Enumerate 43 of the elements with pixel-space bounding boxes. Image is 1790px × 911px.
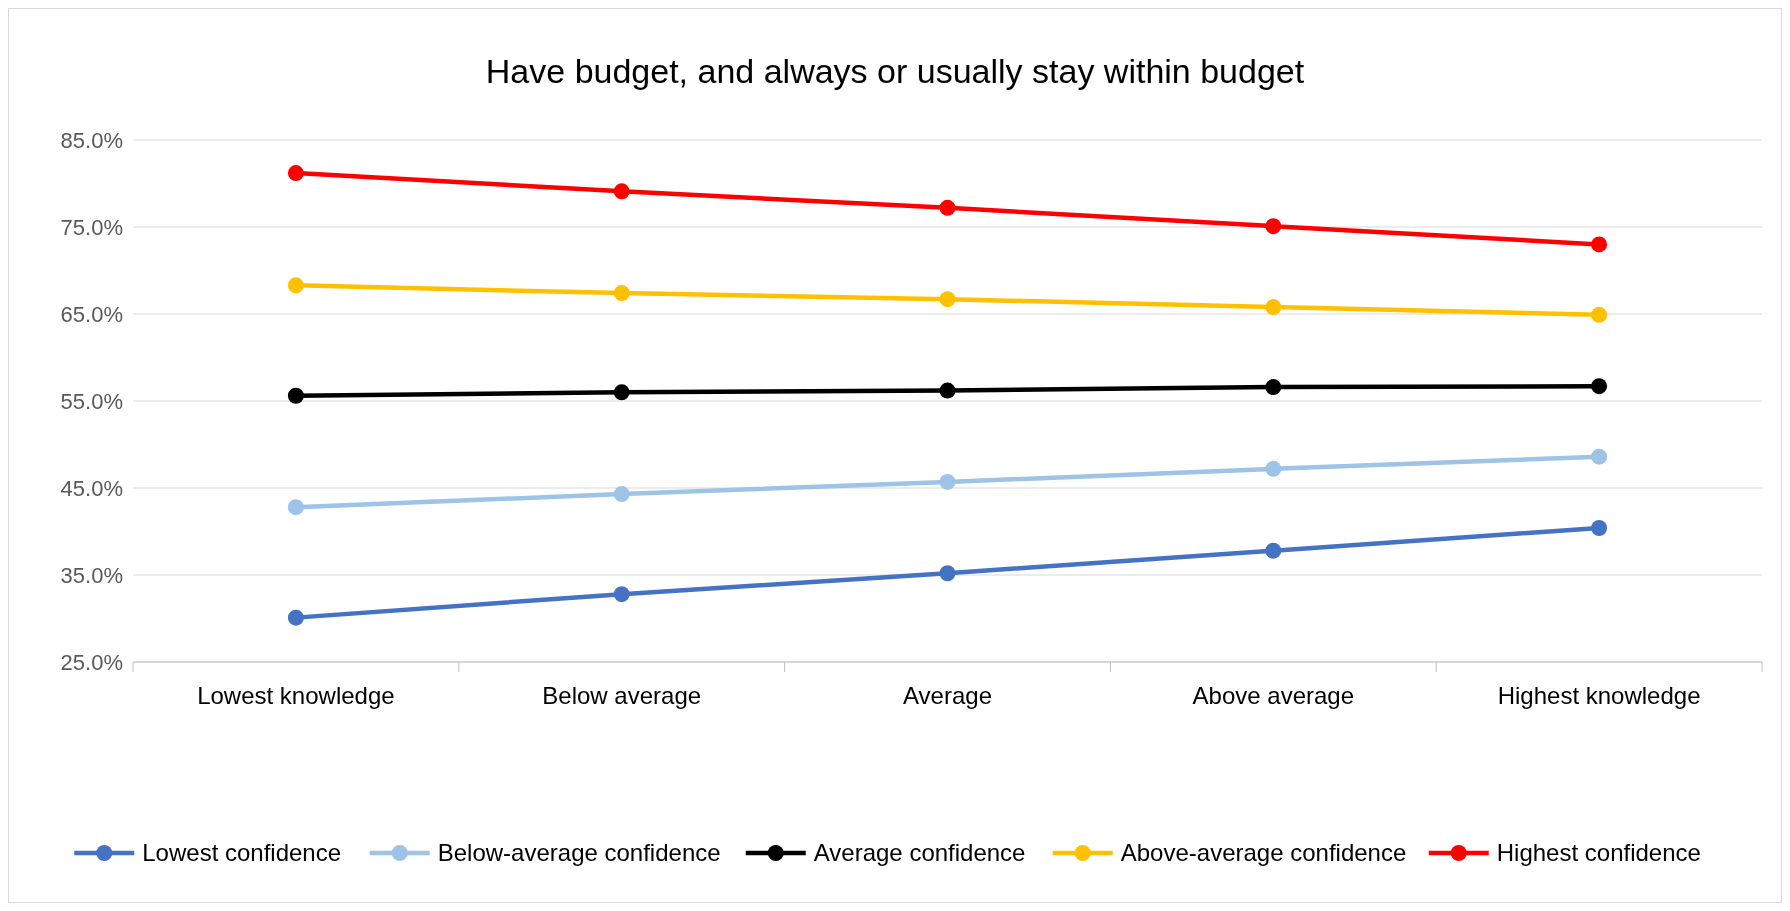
point (613, 486, 630, 503)
legend-label: Average confidence (813, 839, 1026, 867)
y-tick-label: 75.0% (60, 214, 123, 240)
point (939, 565, 956, 582)
y-tick-label: 55.0% (60, 388, 123, 414)
point (1591, 520, 1608, 537)
y-tick-label: 45.0% (60, 475, 123, 501)
legend-label: Lowest confidence (142, 839, 342, 867)
x-tick-label: Highest knowledge (1497, 682, 1701, 709)
x-tick-label: Lowest knowledge (197, 682, 395, 709)
x-tick-label: Above average (1192, 682, 1355, 709)
chart-title: Have budget, and always or usually stay within budget (485, 52, 1305, 90)
y-tick-label: 65.0% (60, 301, 123, 327)
point (1591, 236, 1608, 253)
point (1591, 306, 1608, 323)
x-tick-label: Below average (542, 682, 702, 709)
point (1591, 378, 1608, 395)
point (1265, 299, 1282, 316)
point (613, 384, 630, 401)
legend-label: Highest confidence (1496, 839, 1701, 867)
point (939, 473, 956, 490)
point (939, 382, 956, 399)
point (287, 277, 304, 294)
y-tick-label: 35.0% (60, 562, 123, 588)
x-tick-label: Average (903, 682, 992, 709)
point (613, 285, 630, 302)
point (287, 499, 304, 516)
y-tick-label: 25.0% (60, 649, 123, 675)
y-tick-label: 85.0% (60, 127, 123, 153)
legend-label: Below-average confidence (437, 839, 721, 867)
point (287, 165, 304, 182)
point (939, 291, 956, 308)
point (287, 609, 304, 626)
legend-label: Above-average confidence (1120, 839, 1407, 867)
point (1265, 379, 1282, 396)
point (613, 586, 630, 603)
point (1265, 460, 1282, 477)
point (1265, 542, 1282, 559)
point (1591, 448, 1608, 465)
point (1265, 218, 1282, 235)
point (939, 199, 956, 216)
point (613, 183, 630, 200)
point (287, 387, 304, 404)
